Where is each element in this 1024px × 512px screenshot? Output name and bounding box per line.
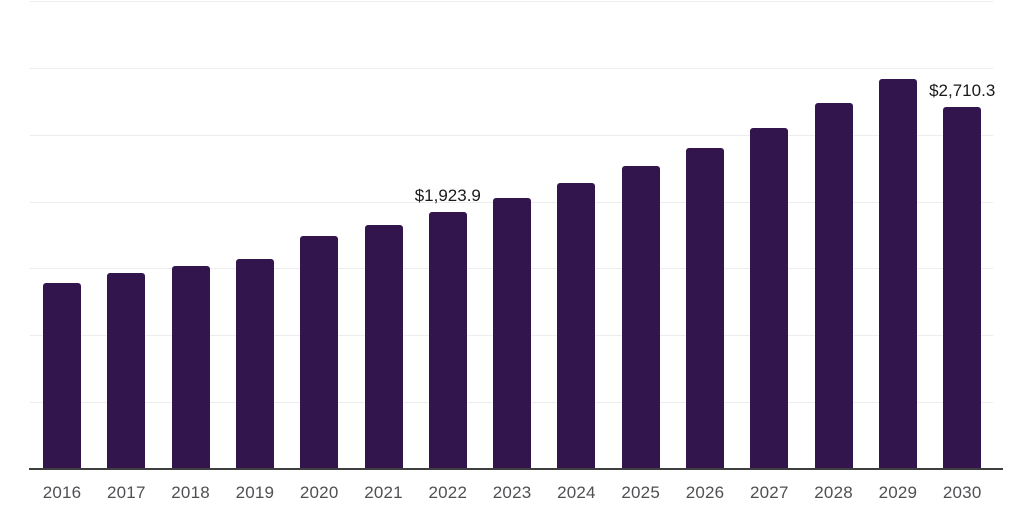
x-tick-label-2030: 2030 [942, 483, 982, 502]
bar-2017 [107, 272, 146, 469]
data-label-2030: $2,710.3 [929, 80, 996, 100]
bar-2023 [493, 197, 532, 469]
bar-2028 [814, 102, 853, 469]
x-tick-label-2021: 2021 [364, 483, 403, 502]
bar-2027 [750, 127, 789, 469]
gridline [30, 134, 993, 136]
x-tick-label-2018: 2018 [171, 483, 210, 502]
x-tick-label-2022: 2022 [428, 483, 468, 502]
x-tick-label-2023: 2023 [492, 483, 532, 502]
x-tick-label-2024: 2024 [557, 483, 596, 502]
x-tick-label-2025: 2025 [621, 483, 660, 502]
bar-2021 [364, 224, 403, 469]
bar-2018 [171, 265, 210, 469]
gridline [30, 1, 993, 2]
bar-2026 [686, 147, 724, 469]
x-tick-label-2020: 2020 [299, 483, 339, 502]
x-tick-label-2016: 2016 [42, 483, 82, 502]
x-tick-label-2017: 2017 [106, 483, 146, 502]
bar-2020 [300, 235, 339, 469]
gridline [30, 67, 993, 69]
bar-2019 [235, 258, 274, 469]
x-tick-label-2028: 2028 [814, 483, 853, 502]
x-tick-label-2029: 2029 [878, 483, 918, 502]
x-tick-label-2027: 2027 [749, 483, 789, 502]
x-tick-label-2019: 2019 [235, 483, 275, 502]
bar-2016 [43, 282, 81, 469]
bar-2022 [428, 211, 467, 469]
bar-2030 [943, 106, 982, 469]
bar-2024 [557, 182, 596, 469]
x-tick-label-2026: 2026 [685, 483, 725, 502]
x-axis-line [29, 468, 1003, 470]
bar-2025 [621, 165, 660, 469]
data-label-2022: $1,923.9 [414, 185, 481, 205]
bar-2029 [878, 78, 917, 469]
